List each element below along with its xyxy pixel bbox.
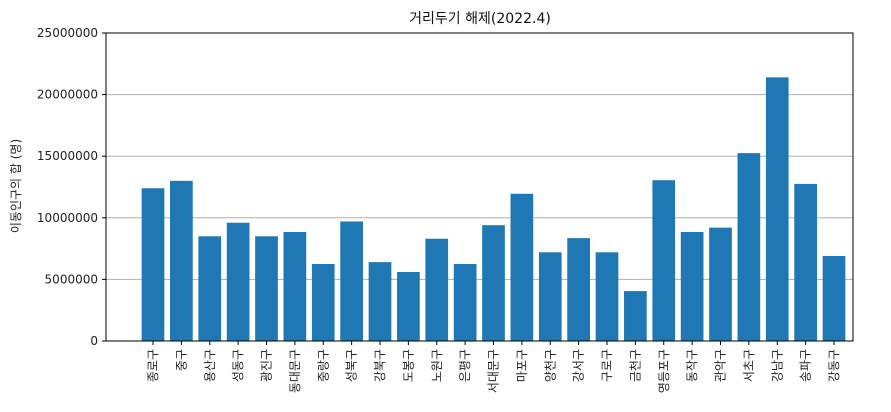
x-tick-label: 구로구 <box>600 349 614 382</box>
x-tick-label: 성동구 <box>231 349 245 382</box>
bars <box>141 77 846 342</box>
bar <box>538 252 562 341</box>
bar <box>226 222 250 341</box>
x-tick-label: 종로구 <box>146 349 160 382</box>
bar <box>680 231 704 341</box>
bar <box>311 264 335 341</box>
y-tick-label: 0 <box>90 334 98 348</box>
y-tick-label: 20000000 <box>37 88 98 102</box>
bar <box>794 183 817 341</box>
bar <box>510 193 534 341</box>
y-tick-label: 5000000 <box>45 272 98 286</box>
bar <box>453 264 477 341</box>
x-tick-label: 금천구 <box>627 349 642 382</box>
y-axis-title: 이동인구의 합 (명) <box>9 139 23 233</box>
chart-title: 거리두기 해제(2022.4) <box>409 11 551 27</box>
x-tick-label: 동작구 <box>685 349 699 382</box>
x-tick-label: 성북구 <box>345 349 359 382</box>
y-tick-label: 10000000 <box>37 211 98 225</box>
plot-frame <box>105 32 854 342</box>
x-tick-label: 은평구 <box>458 349 472 382</box>
bar <box>425 238 449 341</box>
bar <box>595 252 619 341</box>
bar <box>765 77 789 342</box>
bar <box>567 238 590 341</box>
x-tick-label: 도봉구 <box>401 349 415 382</box>
bar <box>255 236 278 341</box>
x-tick-label: 강동구 <box>827 349 841 382</box>
x-tick-label: 강서구 <box>572 349 586 382</box>
bar <box>482 225 505 341</box>
x-tick-label: 영등포구 <box>657 349 671 393</box>
bar <box>141 188 165 341</box>
x-tick-label: 용산구 <box>203 349 217 382</box>
bar <box>340 221 363 341</box>
x-tick-label: 광진구 <box>260 349 274 382</box>
x-tick-label: 송파구 <box>799 349 813 382</box>
x-tick-label: 노원구 <box>430 349 444 382</box>
bar <box>397 272 420 341</box>
bar <box>737 153 761 341</box>
x-tick-label: 강남구 <box>770 349 784 382</box>
y-tick-label: 15000000 <box>37 149 98 163</box>
x-tick-label: 마포구 <box>515 349 529 382</box>
x-tick-label: 동대문구 <box>288 349 302 393</box>
x-tick-label: 서대문구 <box>487 349 501 393</box>
y-axis-ticks: 0 5000000 10000000 15000000 20000000 25000000 <box>37 26 106 348</box>
x-tick-label: 관악구 <box>714 349 728 382</box>
y-tick-label: 25000000 <box>37 26 98 40</box>
bar <box>283 231 307 341</box>
bar <box>198 236 222 341</box>
x-tick-label: 중랑구 <box>316 349 330 382</box>
bar <box>368 262 392 341</box>
x-axis-ticks: 종로구 중구 용산구 성동구 광진구 동대문구 중랑구 성북구 강북구 도봉구 노원구 은평구 서대문구… <box>146 341 841 393</box>
x-tick-label: 양천구 <box>542 349 557 382</box>
x-tick-label: 중구 <box>174 349 188 371</box>
bar <box>709 227 732 341</box>
bar <box>624 291 647 341</box>
bar <box>822 255 846 341</box>
bar <box>170 180 193 341</box>
x-tick-label: 강북구 <box>373 349 387 382</box>
bar <box>652 180 676 341</box>
x-tick-label: 서초구 <box>742 349 756 382</box>
